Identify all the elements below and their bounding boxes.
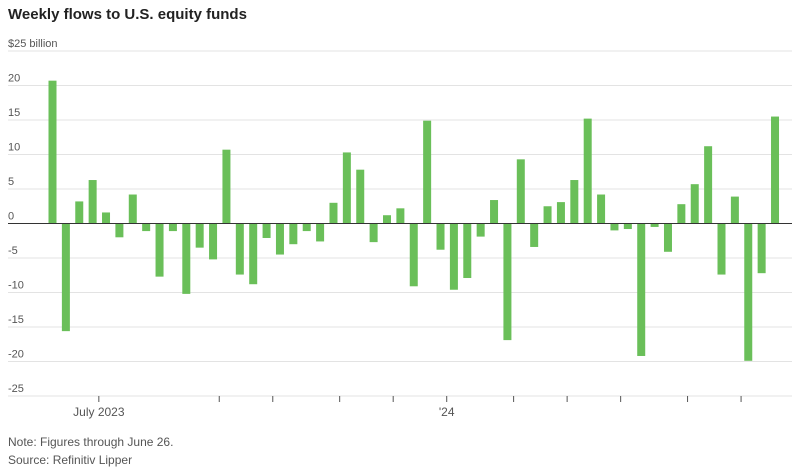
bar: [48, 80, 57, 224]
bar: [570, 180, 579, 224]
bar: [677, 204, 686, 224]
y-axis-tick-labels: $25 billion 20 15 10 5 0 -5 -10 -15 -20 -25: [8, 38, 58, 395]
bar: [744, 223, 753, 361]
bar: [516, 159, 525, 224]
bar: [195, 223, 204, 248]
bar: [102, 212, 111, 224]
bar: [182, 223, 191, 294]
bar: [556, 202, 565, 224]
bar: [222, 149, 231, 224]
bar: [490, 200, 499, 224]
y-tick-label: 5: [8, 176, 14, 188]
bar: [597, 194, 606, 224]
bar: [449, 223, 458, 290]
bar: [61, 223, 70, 332]
bar: [342, 152, 351, 224]
bar: [369, 223, 378, 243]
bar: [690, 184, 699, 224]
bar: [583, 118, 592, 224]
x-tick-label: '24: [439, 405, 455, 419]
bar: [289, 223, 298, 245]
bar-chart: $25 billion 20 15 10 5 0 -5 -10 -15 -20 -25 July 2…: [8, 38, 792, 419]
bar: [155, 223, 164, 277]
bar: [637, 223, 646, 356]
bar: [115, 223, 124, 238]
y-tick-label: -10: [8, 280, 24, 292]
gridlines: [8, 50, 792, 397]
bar: [623, 223, 632, 230]
bar: [543, 206, 552, 224]
y-tick-label: 15: [8, 107, 20, 119]
bar: [663, 223, 672, 252]
bar: [476, 223, 485, 237]
bar: [383, 215, 391, 224]
y-tick-label: -25: [8, 383, 24, 395]
bar: [302, 223, 311, 232]
bar: [610, 223, 619, 231]
chart-title: Weekly flows to U.S. equity funds: [8, 6, 247, 23]
bar: [530, 223, 539, 247]
bar: [423, 120, 432, 224]
bar: [650, 223, 659, 227]
bar: [730, 196, 739, 224]
bar: [262, 223, 271, 238]
bar: [436, 223, 445, 250]
chart-source: Source: Refinitiv Lipper: [8, 453, 133, 467]
bar: [717, 223, 726, 275]
bar: [396, 208, 405, 224]
bar: [249, 223, 258, 285]
bar: [75, 201, 84, 224]
y-tick-label: 20: [8, 73, 20, 85]
chart-note: Note: Figures through June 26.: [8, 435, 174, 449]
bar: [757, 223, 766, 274]
bar: [503, 223, 512, 341]
bar: [88, 180, 97, 224]
y-tick-label: $25 billion: [8, 38, 58, 50]
bar: [771, 116, 780, 224]
bar: [209, 223, 218, 260]
bar: [704, 146, 713, 224]
bar: [316, 223, 325, 242]
bars: [48, 80, 780, 361]
bar: [463, 223, 472, 279]
bar: [329, 202, 338, 224]
y-tick-label: -20: [8, 349, 24, 361]
bar: [142, 223, 151, 232]
bar: [409, 223, 418, 287]
y-tick-label: -15: [8, 314, 24, 326]
bar: [128, 194, 137, 224]
x-tick-label: July 2023: [73, 405, 125, 419]
bar: [356, 169, 365, 224]
y-tick-label: 10: [8, 142, 20, 154]
bar: [168, 223, 177, 232]
y-tick-label: -5: [8, 245, 18, 257]
bar: [275, 223, 284, 255]
bar: [235, 223, 244, 275]
x-axis: July 2023 '24: [8, 223, 792, 419]
y-tick-label: 0: [8, 211, 14, 223]
